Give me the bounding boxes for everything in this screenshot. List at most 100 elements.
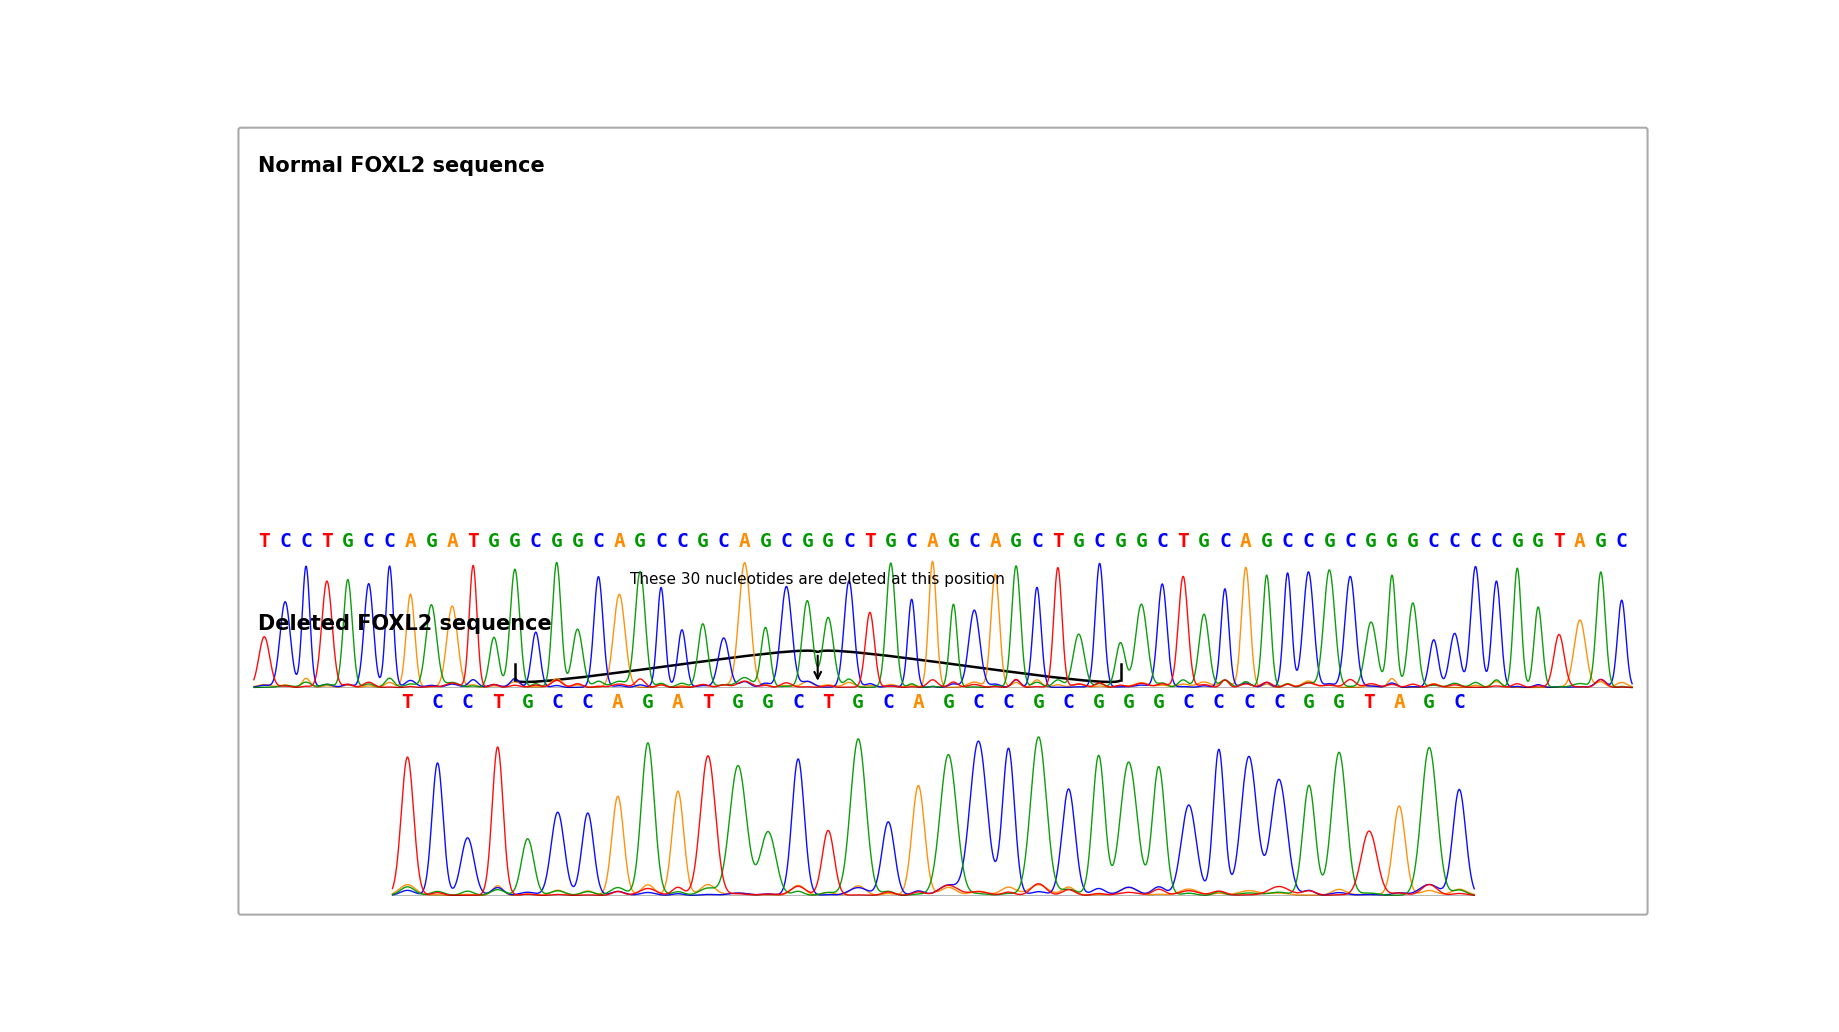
Text: C: C <box>973 694 984 712</box>
Text: These 30 nucleotides are deleted at this position: These 30 nucleotides are deleted at this… <box>631 572 1004 587</box>
Text: C: C <box>967 531 980 551</box>
Text: G: G <box>885 531 896 551</box>
Text: G: G <box>1532 531 1543 551</box>
Text: C: C <box>1273 694 1284 712</box>
Text: G: G <box>1594 531 1605 551</box>
Text: C: C <box>675 531 688 551</box>
Text: C: C <box>1615 531 1628 551</box>
FancyBboxPatch shape <box>239 128 1646 914</box>
Text: C: C <box>717 531 730 551</box>
Text: C: C <box>530 531 541 551</box>
Text: C: C <box>1469 531 1480 551</box>
Text: C: C <box>592 531 603 551</box>
Text: C: C <box>1447 531 1460 551</box>
Text: A: A <box>912 694 923 712</box>
Text: G: G <box>642 694 653 712</box>
Text: T: T <box>822 694 833 712</box>
Text: C: C <box>432 694 443 712</box>
Text: G: G <box>1385 531 1398 551</box>
Text: C: C <box>462 694 473 712</box>
Text: A: A <box>1239 531 1251 551</box>
Text: A: A <box>1392 694 1405 712</box>
Text: G: G <box>1423 694 1434 712</box>
Text: C: C <box>793 694 804 712</box>
Text: A: A <box>737 531 750 551</box>
Text: C: C <box>1243 694 1254 712</box>
Text: G: G <box>1333 694 1344 712</box>
Text: C: C <box>1302 531 1313 551</box>
Text: T: T <box>467 531 478 551</box>
Text: G: G <box>942 694 954 712</box>
Text: T: T <box>401 694 414 712</box>
Text: T: T <box>1363 694 1374 712</box>
Text: A: A <box>612 531 625 551</box>
Text: C: C <box>1155 531 1168 551</box>
Text: G: G <box>425 531 438 551</box>
Text: G: G <box>1302 694 1315 712</box>
Text: G: G <box>1114 531 1125 551</box>
Text: G: G <box>1153 694 1164 712</box>
Text: G: G <box>947 531 958 551</box>
Text: T: T <box>257 531 270 551</box>
Text: C: C <box>1063 694 1074 712</box>
Text: Normal FOXL2 sequence: Normal FOXL2 sequence <box>257 156 544 176</box>
Text: C: C <box>1092 531 1105 551</box>
Text: C: C <box>780 531 793 551</box>
Text: T: T <box>702 694 714 712</box>
Text: G: G <box>1510 531 1523 551</box>
Text: C: C <box>581 694 594 712</box>
Text: G: G <box>487 531 500 551</box>
Text: C: C <box>1453 694 1464 712</box>
Text: G: G <box>1032 694 1045 712</box>
Text: T: T <box>491 694 504 712</box>
Text: G: G <box>1072 531 1083 551</box>
Text: G: G <box>550 531 563 551</box>
Text: T: T <box>864 531 875 551</box>
Text: C: C <box>1219 531 1230 551</box>
Text: C: C <box>552 694 563 712</box>
Text: A: A <box>671 694 684 712</box>
Text: C: C <box>1490 531 1501 551</box>
Text: T: T <box>1552 531 1565 551</box>
Text: G: G <box>822 531 833 551</box>
Text: G: G <box>572 531 583 551</box>
Text: G: G <box>1365 531 1376 551</box>
Text: A: A <box>927 531 938 551</box>
Text: G: G <box>1092 694 1103 712</box>
Text: G: G <box>509 531 520 551</box>
Text: C: C <box>905 531 918 551</box>
Text: G: G <box>1322 531 1335 551</box>
Text: G: G <box>802 531 813 551</box>
Text: T: T <box>320 531 333 551</box>
Text: C: C <box>384 531 395 551</box>
Text: G: G <box>697 531 708 551</box>
Text: G: G <box>522 694 533 712</box>
Text: C: C <box>1212 694 1225 712</box>
Text: G: G <box>1135 531 1148 551</box>
Text: C: C <box>655 531 666 551</box>
Text: C: C <box>362 531 375 551</box>
Text: C: C <box>1344 531 1355 551</box>
Text: C: C <box>842 531 855 551</box>
Text: G: G <box>761 694 774 712</box>
Text: C: C <box>1282 531 1293 551</box>
Text: G: G <box>732 694 743 712</box>
Text: C: C <box>300 531 313 551</box>
Text: G: G <box>851 694 864 712</box>
Text: G: G <box>342 531 353 551</box>
Text: Deleted FOXL2 sequence: Deleted FOXL2 sequence <box>257 614 552 635</box>
Text: A: A <box>989 531 1000 551</box>
Text: C: C <box>280 531 291 551</box>
Text: A: A <box>447 531 458 551</box>
Text: G: G <box>1010 531 1021 551</box>
Text: C: C <box>883 694 894 712</box>
Text: C: C <box>1427 531 1438 551</box>
Text: C: C <box>1002 694 1013 712</box>
Text: T: T <box>1177 531 1188 551</box>
Text: T: T <box>1052 531 1063 551</box>
Text: A: A <box>1572 531 1585 551</box>
Text: A: A <box>405 531 416 551</box>
Text: G: G <box>1260 531 1273 551</box>
Text: C: C <box>1030 531 1043 551</box>
Text: G: G <box>1122 694 1135 712</box>
